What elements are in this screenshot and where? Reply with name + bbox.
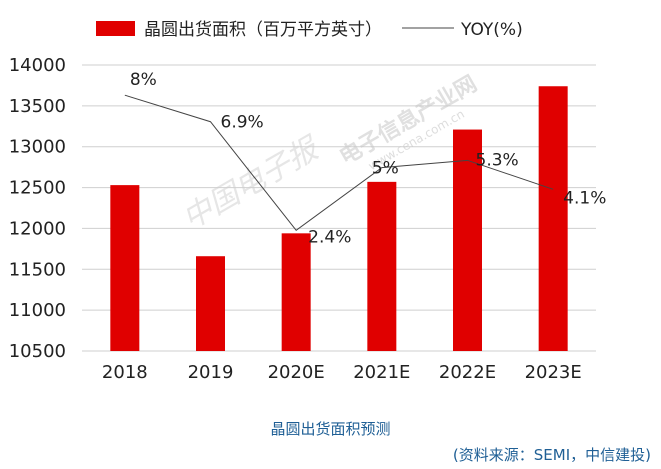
yoy-label: 5% <box>372 159 399 179</box>
x-tick-label: 2019 <box>188 362 234 383</box>
x-axis-ticks: 2018 2019 2020E 2021E 2022E 2023E <box>102 362 582 383</box>
bar-2018 <box>110 185 140 351</box>
legend-bar-label: 晶圆出货面积（百万平方英寸） <box>144 20 382 40</box>
watermark: 电子信息产业网 www.cena.com.cn 中国电子报 <box>177 71 482 237</box>
x-tick-label: 2018 <box>102 362 148 383</box>
y-tick-label: 12500 <box>9 178 66 199</box>
yoy-label: 2.4% <box>308 227 351 247</box>
yoy-line <box>124 94 554 232</box>
source-note: (资料来源：SEMI，中信建投) <box>452 446 651 464</box>
y-tick-label: 14000 <box>9 55 66 76</box>
legend-line-label: YOY(%) <box>460 20 523 40</box>
y-tick-label: 10500 <box>9 341 66 362</box>
y-tick-label: 11500 <box>9 259 66 280</box>
bar-2022E <box>453 129 482 351</box>
x-tick-label: 2020E <box>268 362 325 383</box>
bar-2023E <box>538 86 568 351</box>
bar-2019 <box>196 256 225 351</box>
y-tick-label: 11000 <box>9 300 66 321</box>
yoy-label: 6.9% <box>221 113 264 133</box>
watermark-script: 中国电子报 <box>177 130 327 237</box>
y-axis-ticks: 14000 13500 13000 12500 12000 11500 11000 10500 <box>9 55 66 362</box>
y-tick-label: 13500 <box>9 96 66 117</box>
yoy-label: 5.3% <box>476 150 519 170</box>
bar-2020E <box>281 233 311 351</box>
yoy-label: 4.1% <box>563 188 606 208</box>
y-tick-label: 12000 <box>9 218 66 239</box>
yoy-line-group: 8% 6.9% 2.4% 5% 5.3% 4.1% <box>124 70 606 247</box>
bars <box>110 86 568 351</box>
chart-caption: 晶圆出货面积预测 <box>270 420 391 438</box>
legend: 晶圆出货面积（百万平方英寸） YOY(%) <box>96 20 523 40</box>
gridlines <box>82 64 596 352</box>
x-tick-label: 2023E <box>525 362 582 383</box>
y-tick-label: 13000 <box>9 137 66 158</box>
chart: 电子信息产业网 www.cena.com.cn 中国电子报 8% 6.9% 2.4%… <box>9 20 607 383</box>
bar-2021E <box>367 181 397 351</box>
yoy-label: 8% <box>130 70 157 90</box>
x-tick-label: 2022E <box>439 362 496 383</box>
x-tick-label: 2021E <box>353 362 410 383</box>
legend-bar-swatch <box>96 21 135 36</box>
